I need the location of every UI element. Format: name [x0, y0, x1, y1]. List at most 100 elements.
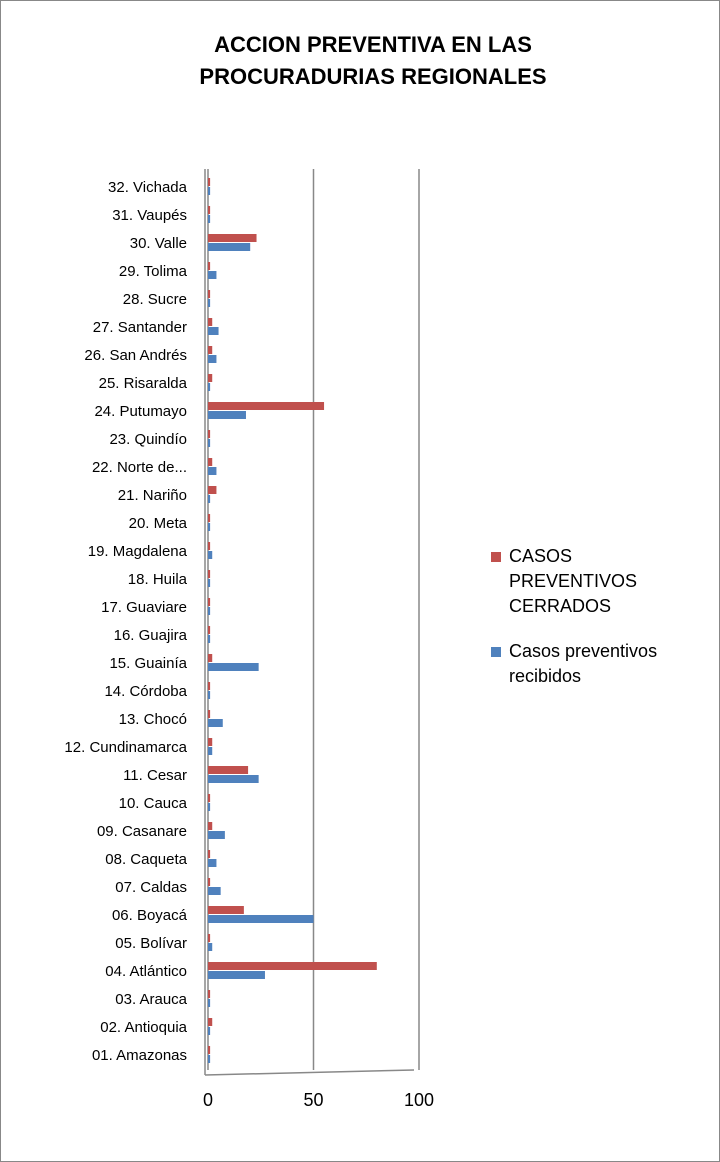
bar	[208, 850, 211, 858]
y-tick-label: 21. Nariño	[118, 487, 187, 504]
bar	[208, 290, 211, 298]
bar	[208, 318, 213, 326]
bar	[208, 654, 213, 662]
y-tick-label: 09. Casanare	[97, 823, 187, 840]
bar	[208, 206, 211, 214]
bar	[208, 915, 314, 923]
y-tick-label: 07. Caldas	[115, 879, 187, 896]
bar	[208, 1046, 211, 1054]
bar	[208, 187, 211, 195]
bar	[208, 971, 265, 979]
bar	[208, 402, 325, 410]
y-tick-label: 32. Vichada	[108, 179, 188, 196]
bar	[208, 887, 221, 895]
x-tick-label: 0	[203, 1090, 213, 1110]
bar	[208, 934, 211, 942]
legend-label: CASOS PREVENTIVOS CERRADOS	[509, 546, 638, 616]
bar	[208, 458, 213, 466]
bar	[208, 607, 211, 615]
bar	[208, 775, 259, 783]
x-tick-label: 100	[404, 1090, 434, 1110]
bar	[208, 327, 219, 335]
y-tick-label: 02. Antioquia	[100, 1019, 187, 1036]
bar	[208, 962, 377, 970]
y-tick-label: 24. Putumayo	[94, 403, 187, 420]
bar	[208, 990, 211, 998]
y-tick-label: 26. San Andrés	[84, 347, 187, 364]
bar	[208, 467, 217, 475]
bar	[208, 215, 211, 223]
y-tick-label: 20. Meta	[129, 515, 188, 532]
bar	[208, 271, 217, 279]
y-tick-label: 31. Vaupés	[112, 207, 187, 224]
y-tick-label: 15. Guainía	[109, 655, 187, 672]
bar	[208, 878, 211, 886]
y-tick-label: 27. Santander	[93, 319, 187, 336]
bar	[208, 822, 213, 830]
y-tick-label: 10. Cauca	[119, 795, 188, 812]
bar	[208, 738, 213, 746]
bar	[208, 766, 249, 774]
y-tick-label: 30. Valle	[130, 235, 187, 252]
bar	[208, 1027, 211, 1035]
bar	[208, 1055, 211, 1063]
legend-swatch	[491, 647, 501, 657]
y-tick-label: 08. Caqueta	[105, 851, 187, 868]
axis-line	[204, 1069, 415, 1076]
y-tick-label: 13. Chocó	[119, 711, 187, 728]
bar	[208, 999, 211, 1007]
bar	[208, 542, 211, 550]
bar	[208, 943, 213, 951]
bar	[208, 570, 211, 578]
chart-title-line: PROCURADURIAS REGIONALES	[199, 64, 546, 89]
bar	[208, 682, 211, 690]
bar	[208, 262, 211, 270]
bar	[208, 906, 244, 914]
bar	[208, 598, 211, 606]
y-tick-label: 05. Bolívar	[115, 935, 187, 952]
bar	[208, 551, 213, 559]
bar	[208, 346, 213, 354]
y-tick-label: 01. Amazonas	[92, 1047, 187, 1064]
x-tick-label: 50	[303, 1090, 323, 1110]
y-tick-label: 23. Quindío	[109, 431, 187, 448]
y-tick-label: 11. Cesar	[123, 767, 187, 784]
bar	[208, 355, 217, 363]
bar	[208, 710, 211, 718]
bar	[208, 234, 257, 242]
y-tick-label: 16. Guajira	[114, 627, 188, 644]
bar	[208, 514, 211, 522]
bar	[208, 747, 213, 755]
bar	[208, 626, 211, 634]
y-tick-label: 22. Norte de...	[92, 459, 187, 476]
y-tick-label: 25. Risaralda	[99, 375, 188, 392]
y-tick-label: 03. Arauca	[115, 991, 187, 1008]
bar	[208, 794, 211, 802]
bar	[208, 831, 225, 839]
bar	[208, 1018, 213, 1026]
bar	[208, 299, 211, 307]
bar	[208, 486, 217, 494]
legend-label: Casos preventivos recibidos	[509, 641, 658, 686]
y-tick-label: 04. Atlántico	[105, 963, 187, 980]
bar	[208, 383, 211, 391]
legend-swatch	[491, 552, 501, 562]
y-tick-label: 19. Magdalena	[88, 543, 188, 560]
y-tick-label: 12. Cundinamarca	[64, 739, 187, 756]
y-tick-label: 06. Boyacá	[112, 907, 188, 924]
bar	[208, 178, 211, 186]
chart-title-line: ACCION PREVENTIVA EN LAS	[214, 32, 532, 57]
bar	[208, 439, 211, 447]
bar	[208, 579, 211, 587]
bar	[208, 243, 251, 251]
bar	[208, 663, 259, 671]
bar	[208, 635, 211, 643]
bar	[208, 495, 211, 503]
y-tick-label: 14. Córdoba	[104, 683, 187, 700]
y-tick-label: 29. Tolima	[119, 263, 188, 280]
bar	[208, 859, 217, 867]
bar	[208, 430, 211, 438]
y-tick-label: 18. Huila	[128, 571, 188, 588]
